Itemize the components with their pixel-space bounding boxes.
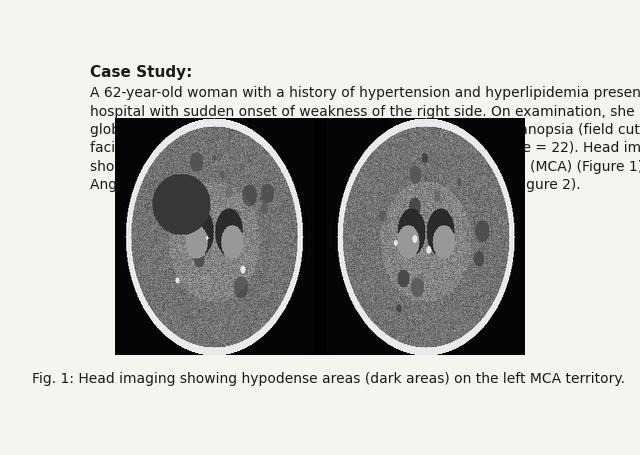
Text: A 62-year-old woman with a history of hypertension and hyperlipidemia presented : A 62-year-old woman with a history of hy… [90, 86, 640, 192]
Text: Case Study:: Case Study: [90, 65, 192, 80]
Text: Fig. 1: Head imaging showing hypodense areas (dark areas) on the left MCA territ: Fig. 1: Head imaging showing hypodense a… [31, 372, 625, 386]
